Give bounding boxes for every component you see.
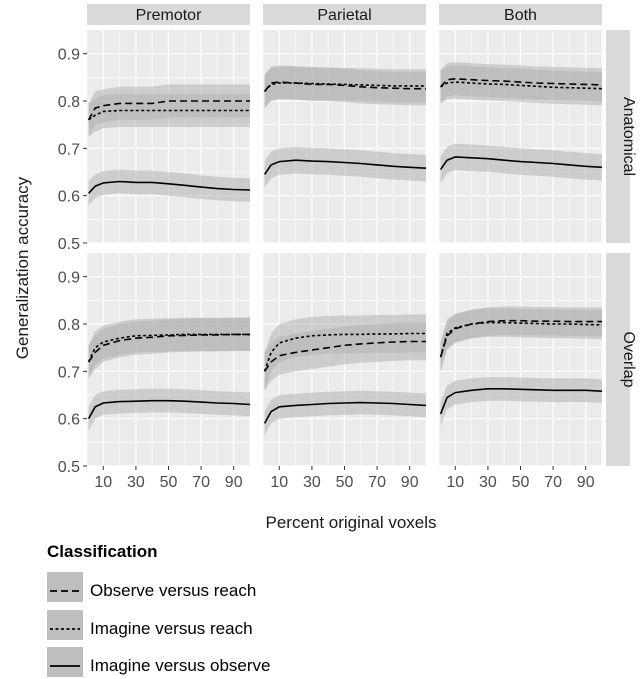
legend-label-imagine-versus-observe: Imagine versus observe (90, 656, 270, 675)
legend-title: Classification (47, 542, 158, 561)
ribbon-imagine-versus-observe (264, 146, 426, 188)
strip-parietal (263, 4, 426, 25)
line-observe-versus-reach (87, 333, 250, 363)
panel-both-overlap (438, 253, 603, 467)
ribbon-imagine-versus-observe (264, 390, 426, 436)
line-imagine-versus-observe (439, 156, 603, 171)
legend-label-observe-versus-reach: Observe versus reach (90, 581, 256, 600)
line-imagine-versus-observe (87, 399, 251, 420)
x-tick-label: 90 (401, 474, 419, 491)
line-imagine-versus-reach (440, 81, 603, 90)
x-tick-label: 50 (512, 474, 530, 491)
strip-label-parietal: Parietal (317, 7, 371, 24)
strip-label-premotor: Premotor (136, 7, 202, 24)
x-tick-label: 50 (336, 474, 354, 491)
strip-overlap (606, 253, 630, 466)
line-imagine-versus-observe (263, 401, 427, 424)
x-tick-label: 10 (270, 474, 288, 491)
y-tick-label: 0.5 (58, 459, 80, 476)
line-imagine-versus-reach (87, 333, 250, 363)
legend-label-imagine-versus-reach: Imagine versus reach (90, 619, 253, 638)
panel-both-anatomical (438, 30, 603, 244)
ribbon-imagine-versus-reach (440, 308, 602, 372)
line-imagine-versus-reach (88, 109, 250, 121)
x-tick-label: 70 (192, 474, 210, 491)
axis-ticks: 0.5 0.6 0.7 0.8 0.9 0.5 0.6 0.7 0.8 0.9 10 30 50 70 90… (58, 47, 595, 491)
x-tick-label: 90 (577, 474, 595, 491)
ribbon-imagine-versus-reach (88, 317, 250, 379)
ribbon-imagine-versus-reach (88, 93, 250, 137)
x-tick-label: 30 (303, 474, 321, 491)
x-tick-label: 70 (544, 474, 562, 491)
line-observe-versus-reach (87, 100, 250, 121)
x-tick-label: 50 (160, 474, 178, 491)
line-imagine-versus-reach (264, 82, 426, 93)
y-tick-label: 0.7 (58, 141, 80, 158)
line-imagine-versus-reach (263, 332, 426, 372)
y-tick-label: 0.8 (58, 317, 80, 334)
x-tick-label: 70 (368, 474, 386, 491)
strip-label-anatomical: Anatomical (620, 97, 637, 176)
panel-parietal-anatomical (262, 30, 427, 244)
strip-label-both: Both (504, 7, 537, 24)
x-tick-label: 90 (225, 474, 243, 491)
x-axis-title: Percent original voxels (265, 513, 436, 532)
legend: Classification Observe versus reach Imag… (47, 542, 270, 677)
legend-key-imagine-versus-reach (47, 610, 83, 640)
line-observe-versus-reach (439, 319, 602, 358)
panel-parietal-overlap (262, 253, 427, 467)
y-tick-label: 0.9 (58, 270, 80, 287)
panel-premotor-overlap (86, 253, 251, 467)
panel-premotor-anatomical (86, 30, 251, 244)
legend-key-imagine-versus-observe (47, 647, 83, 677)
y-tick-label: 0.5 (58, 236, 80, 253)
ribbon-imagine-versus-reach (264, 66, 426, 109)
line-observe-versus-reach (263, 340, 426, 372)
strip-anatomical (606, 30, 630, 243)
legend-key-observe-versus-reach (47, 572, 83, 602)
y-tick-label: 0.6 (58, 412, 80, 429)
panels (86, 30, 603, 467)
line-observe-versus-reach (263, 81, 426, 92)
y-tick-label: 0.8 (58, 94, 80, 111)
ribbon-imagine-versus-reach (440, 65, 602, 106)
y-tick-label: 0.7 (58, 364, 80, 381)
y-tick-label: 0.9 (58, 47, 80, 64)
strip-both (439, 4, 602, 25)
x-tick-label: 10 (446, 474, 464, 491)
ribbon-imagine-versus-observe (440, 143, 602, 183)
y-tick-label: 0.6 (58, 189, 80, 206)
line-observe-versus-reach (440, 77, 603, 88)
line-imagine-versus-observe (88, 180, 251, 194)
strip-label-overlap: Overlap (620, 331, 637, 387)
legend-keys (47, 572, 83, 677)
x-tick-label: 10 (94, 474, 112, 491)
line-imagine-versus-observe (439, 387, 603, 415)
strip-premotor (87, 4, 250, 25)
ribbon-imagine-versus-observe (88, 388, 250, 431)
line-imagine-versus-observe (263, 159, 427, 175)
x-tick-label: 30 (479, 474, 497, 491)
ribbon-imagine-versus-observe (88, 169, 250, 206)
facet-strips: Premotor Parietal Both Anatomical Overlap (87, 4, 637, 466)
y-axis-title: Generalization accuracy (13, 176, 32, 359)
x-tick-label: 30 (127, 474, 145, 491)
